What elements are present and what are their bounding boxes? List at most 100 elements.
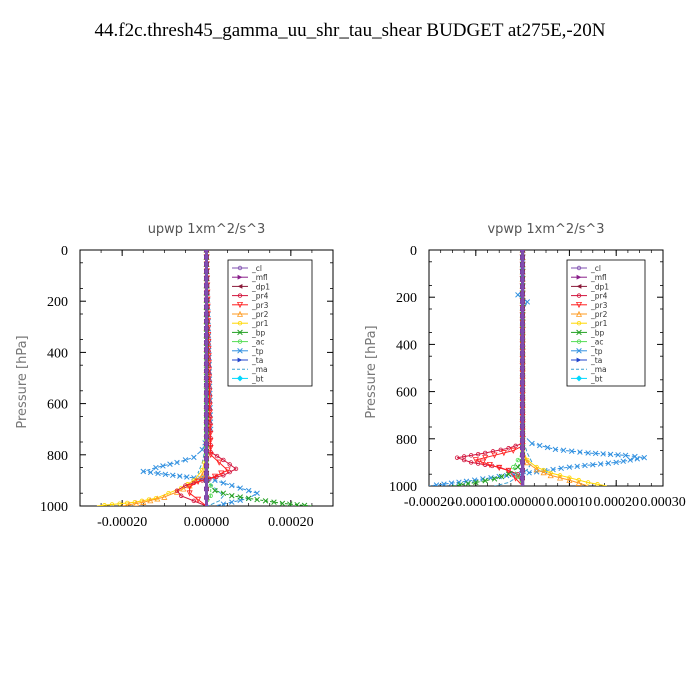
data-point-tp xyxy=(585,450,591,456)
data-point-bp xyxy=(465,480,471,486)
data-point-tp xyxy=(526,470,532,476)
legend-label: _mfl xyxy=(251,273,268,282)
data-point-cl xyxy=(204,269,209,274)
data-point-pr4 xyxy=(227,462,232,467)
y-axis-label: Pressure [hPa] xyxy=(15,335,30,428)
data-point-ac xyxy=(515,474,521,479)
legend-label: _pr1 xyxy=(251,319,269,328)
chart-panel-2: vpwp 1xm^2/s^3 Pressure [hPa] 0 200 400 600 80… xyxy=(364,222,686,510)
data-point-tp xyxy=(590,462,596,468)
data-point-bp xyxy=(491,476,498,482)
data-point-pr1 xyxy=(109,502,115,506)
data-point-tp xyxy=(245,487,252,494)
legend-label: _pr4 xyxy=(590,292,608,301)
data-point-cl xyxy=(520,321,525,326)
data-point-tp xyxy=(237,485,243,491)
data-point-pr3 xyxy=(486,461,493,469)
data-point-pr4 xyxy=(498,447,503,453)
data-point-pr3 xyxy=(218,470,225,477)
data-point-pr3 xyxy=(186,484,193,491)
data-point-tp xyxy=(552,446,559,453)
data-point-pr3 xyxy=(216,459,223,466)
data-point-cl xyxy=(204,448,209,454)
y-tick-label: 1000 xyxy=(40,500,68,515)
data-point-pr1 xyxy=(541,467,546,473)
data-point-pr2 xyxy=(540,469,547,476)
legend-label: _cl xyxy=(251,264,262,273)
data-point-bp xyxy=(498,473,505,480)
y-tick-label: 200 xyxy=(47,295,68,310)
legend-marker xyxy=(576,339,582,344)
legend-marker xyxy=(236,302,244,309)
data-point-cl xyxy=(204,412,209,417)
data-point-cl xyxy=(520,387,525,392)
data-point-cl xyxy=(204,368,209,374)
legend-marker xyxy=(576,321,582,326)
legend-label: _pr2 xyxy=(251,310,269,319)
legend-marker xyxy=(576,284,582,289)
chart-title: vpwp 1xm^2/s^3 xyxy=(487,222,604,237)
data-point-tp xyxy=(560,447,567,454)
data-point-tp xyxy=(515,292,521,298)
data-point-pr2 xyxy=(533,466,540,473)
data-point-pr2 xyxy=(524,459,531,466)
data-point-bp xyxy=(457,482,463,486)
data-point-cl xyxy=(520,431,525,436)
data-point-pr3 xyxy=(510,447,517,454)
data-point-tp xyxy=(153,464,159,471)
data-point-pr3 xyxy=(505,467,512,474)
data-point-pr2 xyxy=(140,498,147,505)
data-point-cl xyxy=(204,311,209,317)
data-point-cl xyxy=(204,375,209,381)
data-point-pr4 xyxy=(461,457,467,463)
data-point-tp xyxy=(566,464,573,470)
legend-label: _bt xyxy=(251,374,264,383)
data-point-tp xyxy=(167,461,173,467)
data-point-pr4 xyxy=(233,466,239,472)
legend-label: _bp xyxy=(590,328,605,337)
legend-label: _pr1 xyxy=(590,319,608,328)
legend-marker xyxy=(576,348,582,354)
x-tick-label: -0.00010 xyxy=(451,495,501,510)
data-point-tp xyxy=(160,463,166,469)
data-point-tp xyxy=(622,452,629,459)
data-point-cl xyxy=(204,333,209,338)
data-point-bp xyxy=(294,501,300,506)
legend-marker xyxy=(575,310,583,317)
data-point-cl xyxy=(520,306,525,312)
y-tick-label: 1000 xyxy=(389,480,417,495)
data-point-cl xyxy=(204,397,209,403)
data-point-cl xyxy=(204,262,209,267)
data-point-pr4 xyxy=(183,483,188,488)
legend-label: _ac xyxy=(251,338,264,347)
data-point-cl xyxy=(520,351,525,356)
data-point-pr1 xyxy=(102,503,107,506)
x-tick-label: -0.00020 xyxy=(404,495,454,510)
legend-label: _bp xyxy=(251,328,266,337)
data-point-pr4 xyxy=(174,488,180,493)
data-point-cl xyxy=(520,277,525,282)
data-point-tp xyxy=(220,480,227,486)
data-point-bp xyxy=(220,490,227,496)
data-point-pr2 xyxy=(126,501,132,506)
data-point-tp xyxy=(544,444,551,451)
data-point-cl xyxy=(520,452,525,458)
data-point-tp xyxy=(254,490,260,496)
data-point-cl xyxy=(204,304,209,310)
data-point-bp xyxy=(229,493,235,499)
legend-marker xyxy=(236,310,244,317)
data-point-cl xyxy=(520,468,525,473)
data-point-cl xyxy=(520,328,525,334)
data-point-cl xyxy=(204,463,209,468)
data-point-tp xyxy=(199,446,206,453)
data-point-tp xyxy=(529,440,535,447)
data-point-bp xyxy=(515,464,521,470)
data-point-pr3 xyxy=(186,490,193,497)
data-point-pr3 xyxy=(207,444,214,452)
data-point-pr4 xyxy=(482,450,488,456)
data-point-cl xyxy=(204,361,209,366)
legend-label: _tp xyxy=(251,347,264,356)
data-point-cl xyxy=(204,495,209,500)
data-point-cl xyxy=(520,336,525,341)
